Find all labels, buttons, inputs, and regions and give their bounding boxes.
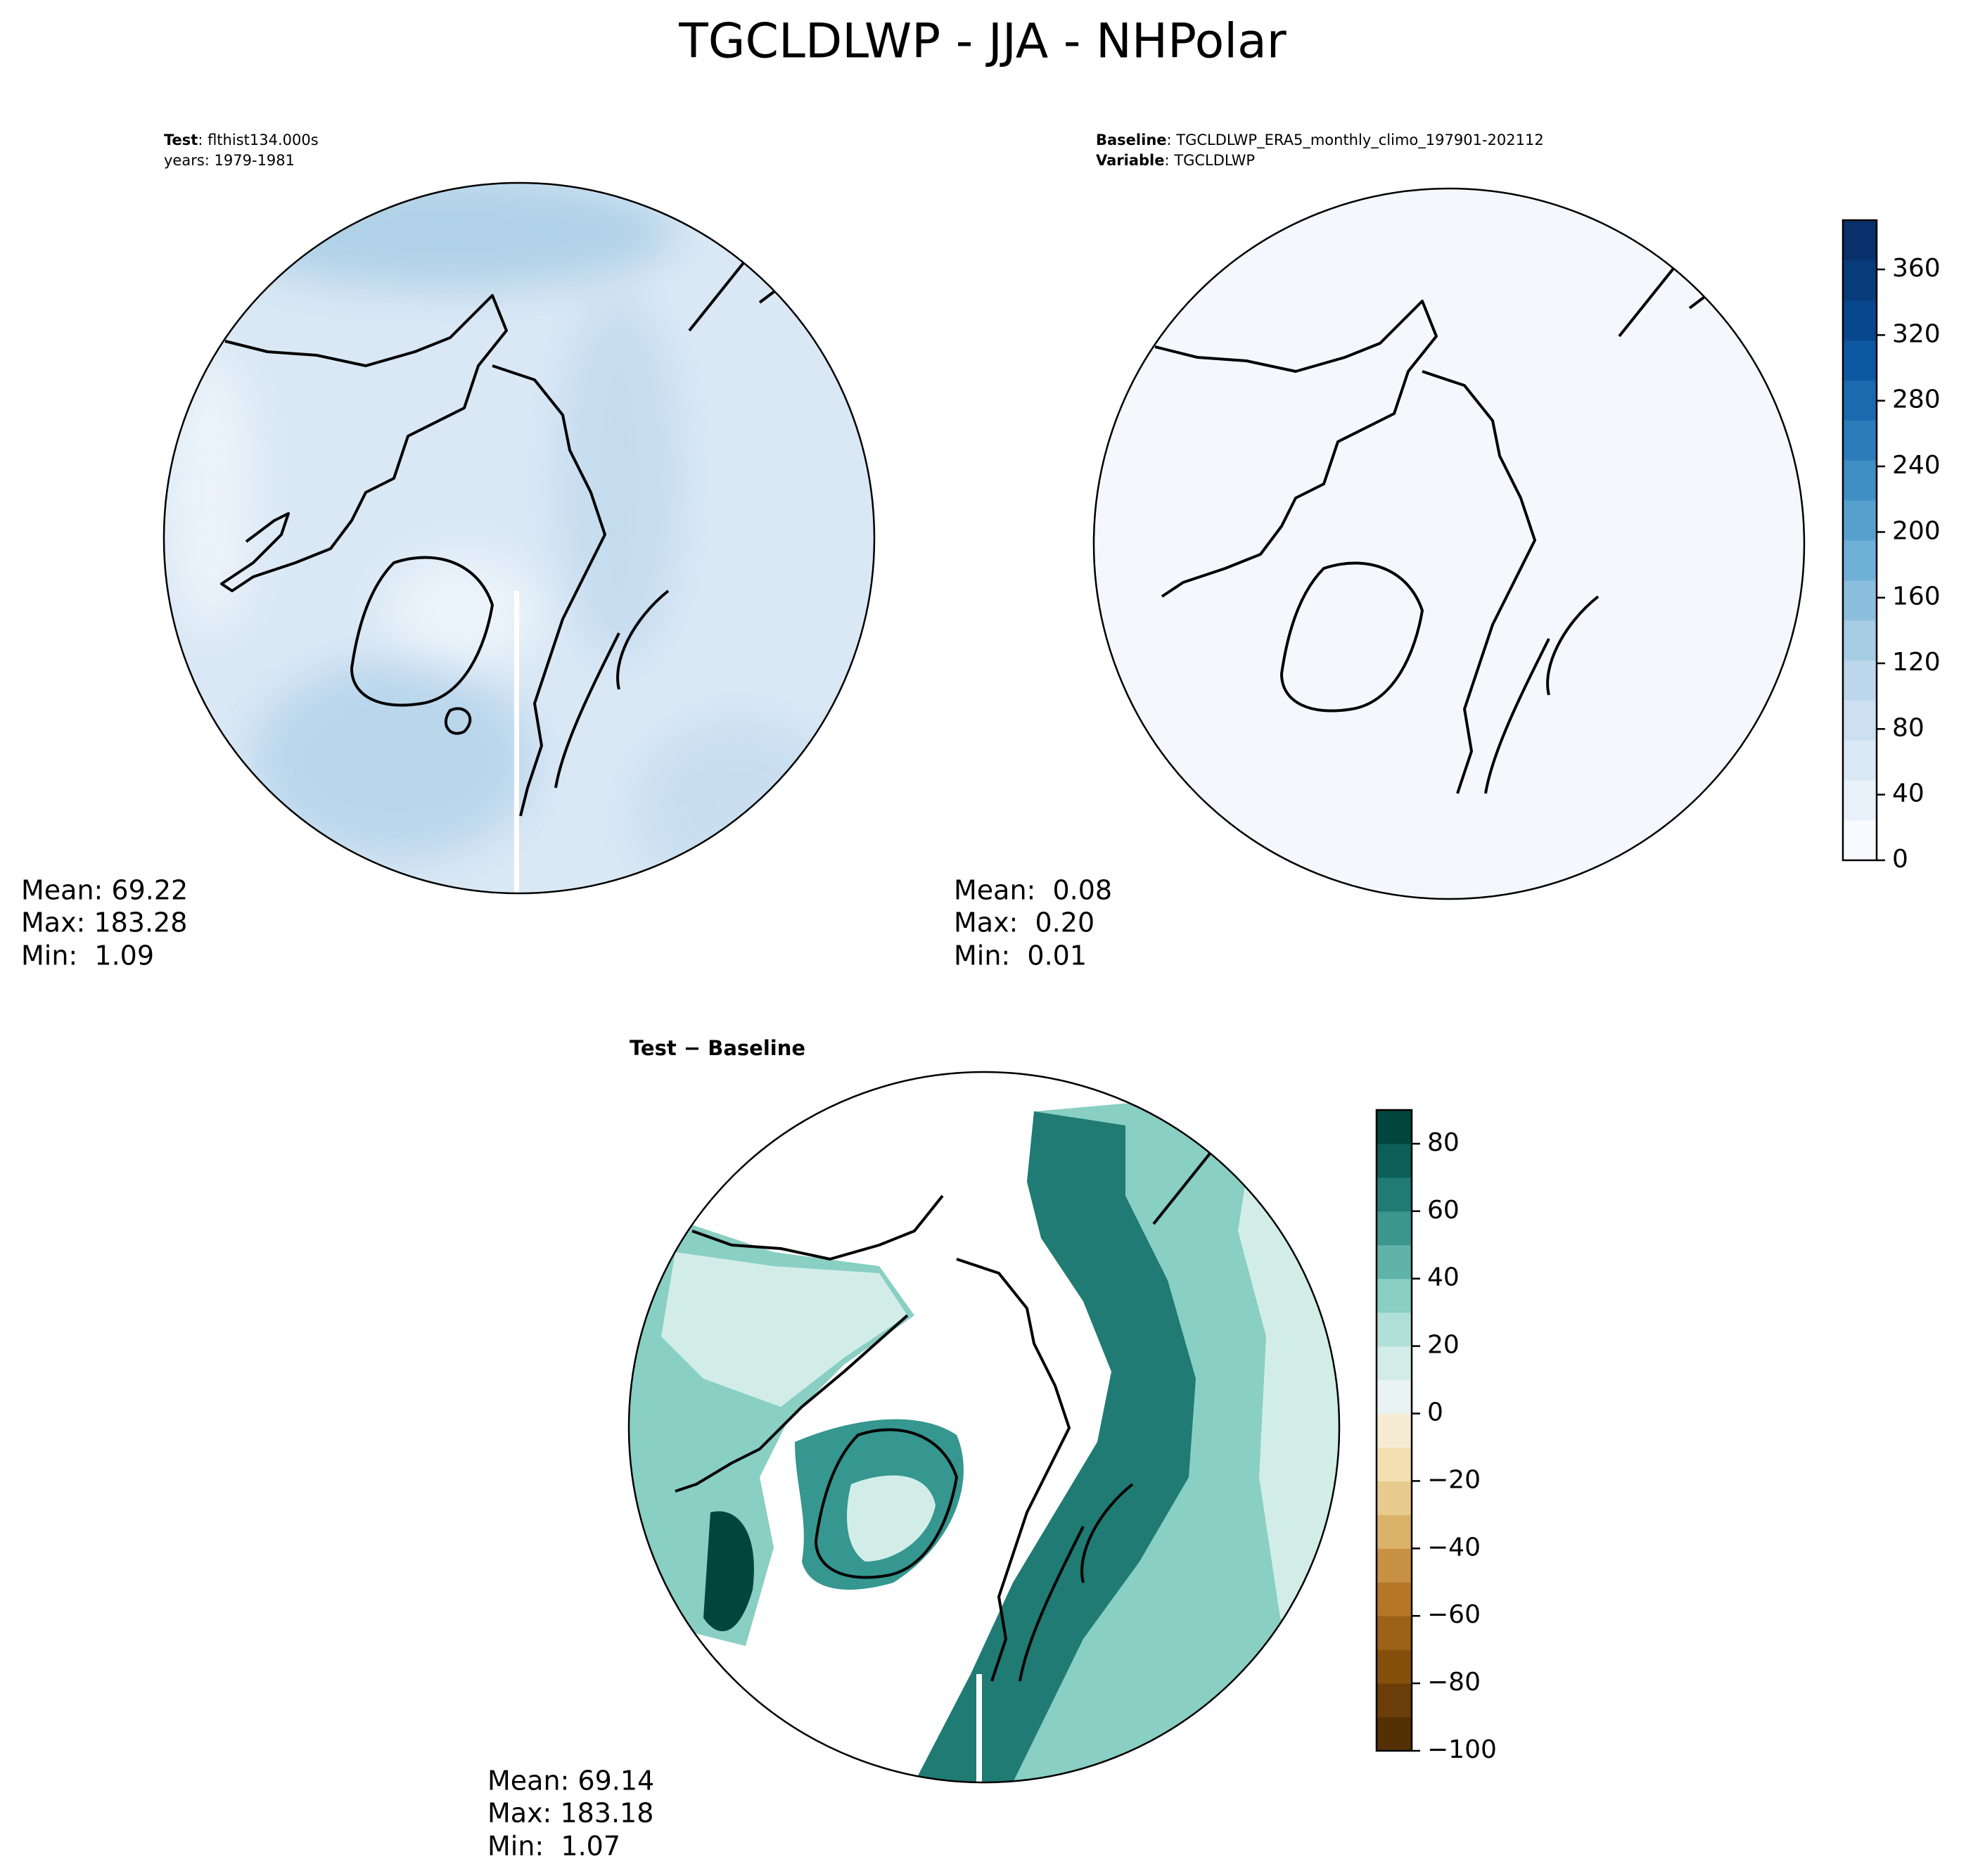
colorbar-frame xyxy=(1375,1109,1413,1752)
colorbar-tick-label: −60 xyxy=(1427,1600,1481,1629)
colorbar-tick-label: −20 xyxy=(1427,1465,1481,1494)
colorbar-tick-label: 280 xyxy=(1892,385,1941,414)
stat: Min: 0.01 xyxy=(954,940,1087,971)
map-frame xyxy=(162,181,876,895)
colorbar-tick-label: 240 xyxy=(1892,451,1941,480)
colorbar-tick-label: 20 xyxy=(1427,1331,1460,1360)
colorbar-segment xyxy=(1843,460,1877,501)
panel-header: Test − Baseline xyxy=(630,1036,805,1060)
colorbar-segment xyxy=(1377,1143,1412,1178)
colorbar-segment xyxy=(1843,700,1877,741)
colorbar-segment xyxy=(1377,1717,1412,1751)
colorbar-segment xyxy=(1377,1548,1412,1583)
colorbar-segment xyxy=(1843,580,1877,621)
stat: Min: 1.07 xyxy=(487,1831,620,1862)
colorbar-tick-label: 200 xyxy=(1892,516,1941,545)
header-text: : TGCLDLWP_ERA5_monthly_climo_197901-202… xyxy=(1167,132,1544,149)
colorbar-frame xyxy=(1841,219,1878,862)
colorbar-segment xyxy=(1843,340,1877,381)
colorbar-tick-label: −100 xyxy=(1427,1735,1497,1764)
colorbar-segment xyxy=(1377,1514,1412,1549)
stat: Max: 183.28 xyxy=(21,907,187,938)
colorbar-segment xyxy=(1377,1683,1412,1718)
panel-header: Test: flthist134.000s xyxy=(164,132,319,148)
colorbar-tick-label: 360 xyxy=(1892,254,1941,283)
colorbar-segment xyxy=(1843,740,1877,781)
header-key: Variable xyxy=(1096,152,1164,169)
stat: Max: 183.18 xyxy=(487,1798,653,1829)
header-text: : flthist134.000s xyxy=(198,132,318,148)
colorbar-segment xyxy=(1843,820,1877,861)
colorbar-segment xyxy=(1843,540,1877,581)
colorbar-segment xyxy=(1843,500,1877,541)
colorbar-segment xyxy=(1843,260,1877,301)
colorbar-tick-label: 0 xyxy=(1427,1398,1443,1427)
colorbar-segment xyxy=(1377,1413,1412,1448)
map-frame xyxy=(1092,187,1806,900)
colorbar-tick-label: 80 xyxy=(1427,1128,1460,1157)
colorbar-segment xyxy=(1377,1244,1412,1280)
panel-header: years: 1979-1981 xyxy=(164,152,295,169)
colorbar-segment xyxy=(1377,1278,1412,1313)
colorbar-segment xyxy=(1377,1110,1412,1144)
colorbar-tick-label: 40 xyxy=(1427,1263,1460,1292)
colorbar-segment xyxy=(1377,1346,1412,1381)
header-key: Test xyxy=(164,132,198,148)
stat: Mean: 69.14 xyxy=(487,1766,654,1797)
stat: Mean: 0.08 xyxy=(954,875,1112,906)
colorbar-tick-label: −40 xyxy=(1427,1533,1481,1562)
header-text: : TGCLDLWP xyxy=(1164,152,1255,169)
colorbar-segment xyxy=(1843,220,1877,261)
colorbar-segment xyxy=(1843,660,1877,701)
colorbar-tick-label: 80 xyxy=(1892,713,1924,742)
colorbar-segment xyxy=(1377,1650,1412,1684)
colorbar-segment xyxy=(1377,1211,1412,1246)
colorbar-segment xyxy=(1843,300,1877,341)
colorbar-segment xyxy=(1377,1177,1412,1212)
stat: Min: 1.09 xyxy=(21,940,154,971)
colorbar-segment xyxy=(1377,1481,1412,1515)
colorbar-segment xyxy=(1843,780,1877,821)
colorbar-segment xyxy=(1377,1447,1412,1481)
stat: Mean: 69.22 xyxy=(21,875,188,906)
colorbar-segment xyxy=(1377,1616,1412,1650)
colorbar-segment xyxy=(1377,1379,1412,1415)
colorbar-tick-label: 160 xyxy=(1892,582,1941,611)
colorbar-tick-label: 60 xyxy=(1427,1196,1460,1225)
colorbar-tick-label: 0 xyxy=(1892,845,1908,874)
stat: Max: 0.20 xyxy=(954,907,1094,938)
map-difference xyxy=(629,1072,1339,1782)
colorbar-tick-label: 320 xyxy=(1892,319,1941,348)
colorbar-tick-label: 120 xyxy=(1892,648,1941,677)
map-baseline xyxy=(1094,189,1804,899)
header-key: Baseline xyxy=(1096,132,1167,148)
panel-header: Baseline: TGCLDLWP_ERA5_monthly_climo_19… xyxy=(1096,132,1544,149)
figure-title: TGCLDLWP - JJA - NHPolar xyxy=(678,14,1287,70)
colorbar-segment xyxy=(1377,1312,1412,1347)
panel-header: Variable: TGCLDLWP xyxy=(1096,152,1255,169)
colorbar-segment xyxy=(1377,1582,1412,1616)
colorbar-tick-label: 40 xyxy=(1892,779,1924,808)
colorbar-segment xyxy=(1843,420,1877,461)
colorbar-tick-label: −80 xyxy=(1427,1668,1481,1697)
colorbar-segment xyxy=(1843,380,1877,421)
colorbar-segment xyxy=(1843,620,1877,661)
map-frame xyxy=(627,1071,1341,1784)
